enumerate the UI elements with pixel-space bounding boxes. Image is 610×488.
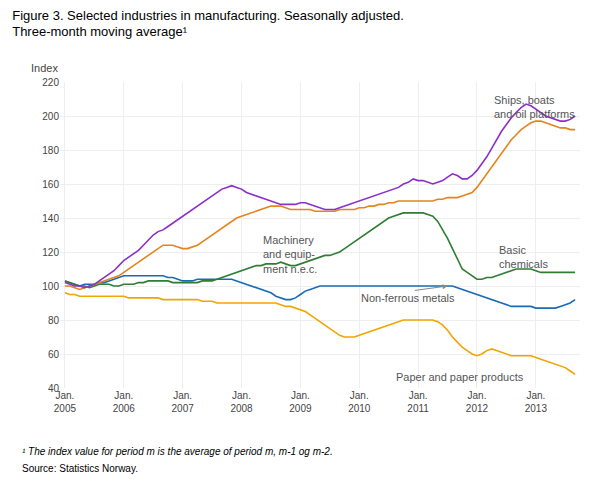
svg-text:160: 160: [42, 179, 59, 190]
svg-text:200: 200: [42, 111, 59, 122]
svg-text:Basicchemicals: Basicchemicals: [499, 244, 548, 270]
svg-text:220: 220: [42, 77, 59, 88]
svg-text:Figure 3. Selected industries: Figure 3. Selected industries in manufac…: [12, 8, 404, 40]
svg-text:Source: Statistics Norway.: Source: Statistics Norway.: [22, 463, 138, 474]
svg-text:Jan.2012: Jan.2012: [466, 390, 489, 414]
svg-text:Ships, boatsand oil platforms: Ships, boatsand oil platforms: [494, 94, 575, 120]
svg-text:Jan.2009: Jan.2009: [289, 390, 312, 414]
svg-text:180: 180: [42, 145, 59, 156]
svg-text:Jan.2011: Jan.2011: [407, 390, 429, 414]
svg-text:60: 60: [48, 349, 60, 360]
svg-text:Index: Index: [31, 62, 58, 74]
svg-text:Jan.2008: Jan.2008: [230, 390, 253, 414]
svg-text:Jan.2010: Jan.2010: [348, 390, 371, 414]
svg-text:100: 100: [42, 281, 59, 292]
svg-text:80: 80: [48, 315, 60, 326]
svg-text:Non-ferrous metals: Non-ferrous metals: [361, 292, 455, 304]
svg-text:Jan.2013: Jan.2013: [525, 390, 548, 414]
svg-text:Paper and paper products: Paper and paper products: [396, 371, 524, 383]
svg-text:Jan.2007: Jan.2007: [172, 390, 195, 414]
svg-text:Jan.2006: Jan.2006: [113, 390, 136, 414]
svg-text:120: 120: [42, 247, 59, 258]
svg-text:Machineryand equip-ment n.e.c.: Machineryand equip-ment n.e.c.: [263, 234, 317, 275]
svg-text:Jan.2005: Jan.2005: [54, 390, 77, 414]
svg-text:¹ The index value for period m: ¹ The index value for period m is the av…: [22, 446, 333, 457]
svg-text:140: 140: [42, 213, 59, 224]
svg-text:40: 40: [48, 383, 60, 394]
